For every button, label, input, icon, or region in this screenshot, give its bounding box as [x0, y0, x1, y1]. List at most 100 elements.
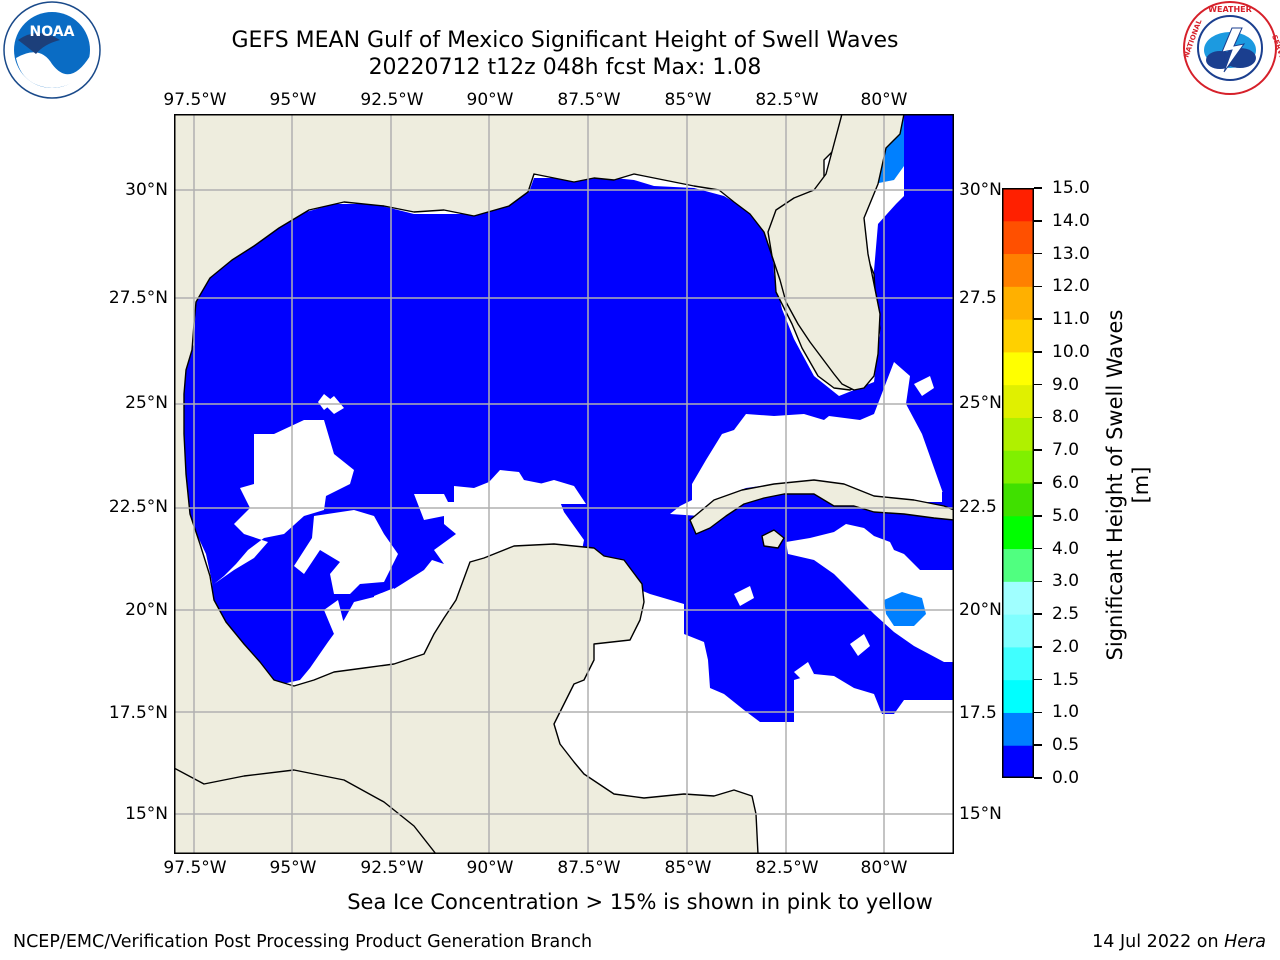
- colorbar: [1002, 188, 1034, 779]
- colorbar-tick: [1034, 187, 1042, 189]
- lat-tick-left: 27.5°N: [108, 288, 168, 308]
- colorbar-segment: [1002, 581, 1034, 615]
- lat-tick-left: 30°N: [125, 180, 168, 200]
- colorbar-tick: [1034, 482, 1042, 484]
- colorbar-tick: [1034, 383, 1042, 386]
- chart-subtitle: 20220712 t12z 048h fcst Max: 1.08: [368, 55, 762, 80]
- colorbar-tick-label: 7.0: [1052, 440, 1080, 461]
- colorbar-tick: [1034, 285, 1042, 288]
- lon-tick-top: 92.5°W: [360, 90, 424, 110]
- map-svg: [174, 114, 954, 854]
- lat-tick-right: 17.5: [959, 703, 997, 723]
- colorbar-tick-label: 1.0: [1052, 702, 1080, 723]
- colorbar-tick-label: 12.0: [1052, 276, 1090, 297]
- colorbar-tick-label: 1.5: [1052, 669, 1080, 690]
- colorbar-tick-label: 8.0: [1052, 407, 1080, 428]
- lat-tick-left: 17.5°N: [108, 703, 168, 723]
- noaa-logo: NOAA: [0, 0, 104, 104]
- colorbar-tick-label: 14.0: [1052, 210, 1090, 231]
- lon-tick-top: 87.5°W: [557, 90, 621, 110]
- colorbar-tick: [1034, 613, 1042, 615]
- colorbar-segment: [1002, 614, 1034, 648]
- colorbar-segment: [1002, 286, 1034, 320]
- footer-host: Hera: [1224, 932, 1266, 952]
- colorbar-tick: [1034, 711, 1042, 714]
- colorbar-tick: [1034, 580, 1042, 583]
- lon-tick-bottom: 82.5°W: [755, 858, 819, 878]
- colorbar-segment: [1002, 188, 1034, 222]
- lon-tick-bottom: 80°W: [860, 858, 908, 878]
- lon-tick-bottom: 97.5°W: [163, 858, 227, 878]
- colorbar-tick-label: 15.0: [1052, 178, 1090, 198]
- lat-tick-right: 22.5: [959, 497, 997, 517]
- lon-tick-top: 97.5°W: [163, 90, 227, 110]
- colorbar-tick-label: 6.0: [1052, 473, 1080, 493]
- colorbar-tick: [1034, 515, 1042, 517]
- colorbar-segment: [1002, 515, 1034, 550]
- colorbar-segment: [1002, 253, 1034, 287]
- lon-tick-bottom: 92.5°W: [360, 858, 424, 878]
- colorbar-segment: [1002, 483, 1034, 517]
- colorbar-tick-label: 11.0: [1052, 309, 1090, 330]
- lon-tick-top: 80°W: [860, 90, 908, 110]
- colorbar-segment: [1002, 220, 1034, 255]
- lon-tick-bottom: 90°W: [466, 858, 514, 878]
- gridlines: [174, 114, 954, 854]
- map-panel: [174, 114, 954, 854]
- colorbar-tick-label: 4.0: [1052, 538, 1080, 559]
- colorbar-tick-label: 10.0: [1052, 341, 1090, 362]
- lon-tick-top: 85°W: [664, 90, 712, 110]
- colorbar-segment: [1002, 351, 1034, 386]
- colorbar-tick-label: 2.0: [1052, 636, 1080, 657]
- below-threshold-areas: [214, 376, 934, 680]
- colorbar-tick: [1034, 252, 1042, 255]
- colorbar-segment: [1002, 646, 1034, 681]
- footer-date: 14 Jul 2022 on Hera: [1092, 932, 1266, 952]
- footer-org: NCEP/EMC/Verification Post Processing Pr…: [13, 932, 593, 952]
- colorbar-tick-label: 0.0: [1052, 768, 1080, 788]
- colorbar-tick: [1034, 547, 1042, 550]
- chart-title: GEFS MEAN Gulf of Mexico Significant Hei…: [231, 28, 899, 53]
- colorbar-tick-label: 0.5: [1052, 735, 1080, 756]
- colorbar-tick-label: 2.5: [1052, 604, 1080, 625]
- colorbar-tick-label: 3.0: [1052, 571, 1080, 592]
- colorbar-segment: [1002, 450, 1034, 484]
- lat-tick-left: 25°N: [125, 393, 168, 413]
- colorbar-segment: [1002, 745, 1034, 779]
- svg-text:WEATHER: WEATHER: [1208, 5, 1252, 14]
- lon-tick-top: 95°W: [269, 90, 317, 110]
- colorbar-tick: [1034, 678, 1042, 681]
- colorbar-tick-label: 9.0: [1052, 374, 1080, 395]
- footer-date-text: 14 Jul 2022 on: [1092, 932, 1225, 952]
- lon-tick-top: 90°W: [466, 90, 514, 110]
- colorbar-tick-label: 13.0: [1052, 243, 1090, 264]
- colorbar-label: Significant Height of Swell Waves [m]: [1103, 309, 1153, 661]
- lat-tick-left: 22.5°N: [108, 497, 168, 517]
- colorbar-tick-label: 5.0: [1052, 505, 1080, 526]
- colorbar-segment: [1002, 319, 1034, 353]
- colorbar-segment: [1002, 712, 1034, 746]
- colorbar-segment: [1002, 548, 1034, 582]
- colorbar-segment: [1002, 417, 1034, 451]
- lon-tick-bottom: 87.5°W: [557, 858, 621, 878]
- lat-tick-right: 20°N: [959, 600, 1002, 620]
- lon-tick-top: 82.5°W: [755, 90, 819, 110]
- colorbar-tick: [1034, 351, 1042, 353]
- lon-tick-bottom: 85°W: [664, 858, 712, 878]
- lon-tick-bottom: 95°W: [269, 858, 317, 878]
- colorbar-tick: [1034, 449, 1042, 451]
- nws-logo: WEATHER NATIONAL SERVICE: [1180, 0, 1280, 100]
- colorbar-tick: [1034, 744, 1042, 746]
- lat-tick-right: 25°N: [959, 393, 1002, 413]
- colorbar-tick: [1034, 646, 1042, 648]
- colorbar-tick: [1034, 220, 1042, 222]
- lat-tick-right: 30°N: [959, 180, 1002, 200]
- colorbar-tick: [1034, 416, 1042, 419]
- lat-tick-right: 27.5: [959, 288, 997, 308]
- svg-text:NOAA: NOAA: [30, 24, 75, 40]
- colorbar-segment: [1002, 384, 1034, 418]
- colorbar-tick: [1034, 777, 1042, 779]
- map-border: [174, 114, 954, 854]
- sea-ice-caption: Sea Ice Concentration > 15% is shown in …: [347, 890, 933, 914]
- colorbar-segment: [1002, 679, 1034, 713]
